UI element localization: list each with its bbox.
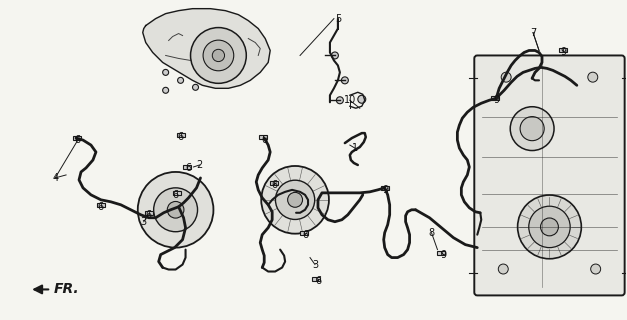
Circle shape: [213, 49, 224, 61]
Bar: [177, 133, 184, 137]
Bar: [182, 165, 191, 169]
Circle shape: [341, 77, 349, 84]
Circle shape: [591, 264, 601, 274]
Text: 6: 6: [271, 180, 277, 190]
Text: 10: 10: [344, 95, 356, 105]
Text: 6: 6: [315, 276, 321, 286]
Circle shape: [261, 166, 329, 234]
Bar: [259, 135, 267, 139]
Text: 9: 9: [561, 47, 567, 58]
Text: 6: 6: [172, 190, 179, 200]
Text: 7: 7: [530, 28, 536, 37]
Circle shape: [510, 107, 554, 150]
Circle shape: [337, 97, 344, 104]
Text: 2: 2: [196, 160, 203, 170]
Text: 4: 4: [52, 173, 58, 183]
Text: 1: 1: [352, 143, 358, 153]
Text: 5: 5: [335, 14, 341, 24]
FancyBboxPatch shape: [474, 55, 624, 295]
Text: 9: 9: [493, 95, 499, 105]
Circle shape: [167, 202, 184, 218]
Bar: [312, 277, 320, 282]
Text: 9: 9: [382, 185, 389, 195]
Bar: [381, 186, 389, 190]
Bar: [97, 203, 105, 207]
Circle shape: [529, 206, 570, 248]
Circle shape: [162, 87, 169, 93]
Text: 3: 3: [140, 217, 147, 227]
Circle shape: [501, 72, 511, 82]
Text: 3: 3: [312, 260, 318, 269]
Circle shape: [498, 264, 508, 274]
Text: 9: 9: [440, 250, 446, 260]
Circle shape: [177, 77, 184, 83]
Circle shape: [192, 84, 199, 90]
Circle shape: [520, 116, 544, 141]
Text: 6: 6: [177, 132, 184, 142]
Circle shape: [358, 95, 366, 103]
Circle shape: [203, 40, 234, 71]
Circle shape: [275, 180, 315, 220]
Text: 6: 6: [74, 135, 80, 145]
Text: FR.: FR.: [54, 283, 80, 296]
Text: 6: 6: [261, 135, 267, 145]
Circle shape: [154, 188, 198, 232]
Text: 6: 6: [98, 202, 104, 212]
Bar: [491, 96, 499, 100]
Circle shape: [518, 195, 581, 259]
Polygon shape: [143, 9, 270, 88]
Text: 6: 6: [186, 163, 192, 173]
Bar: [559, 49, 567, 52]
Circle shape: [587, 72, 598, 82]
Bar: [300, 231, 308, 235]
Bar: [73, 136, 81, 140]
Circle shape: [191, 28, 246, 83]
Bar: [145, 211, 153, 215]
Circle shape: [162, 69, 169, 76]
Circle shape: [138, 172, 213, 248]
Circle shape: [332, 52, 339, 59]
Bar: [172, 191, 181, 195]
Bar: [438, 251, 445, 255]
Text: 8: 8: [428, 228, 435, 238]
Circle shape: [540, 218, 559, 236]
Text: 6: 6: [145, 210, 152, 220]
Bar: [270, 181, 278, 185]
Text: 6: 6: [302, 230, 308, 240]
Circle shape: [288, 192, 303, 207]
